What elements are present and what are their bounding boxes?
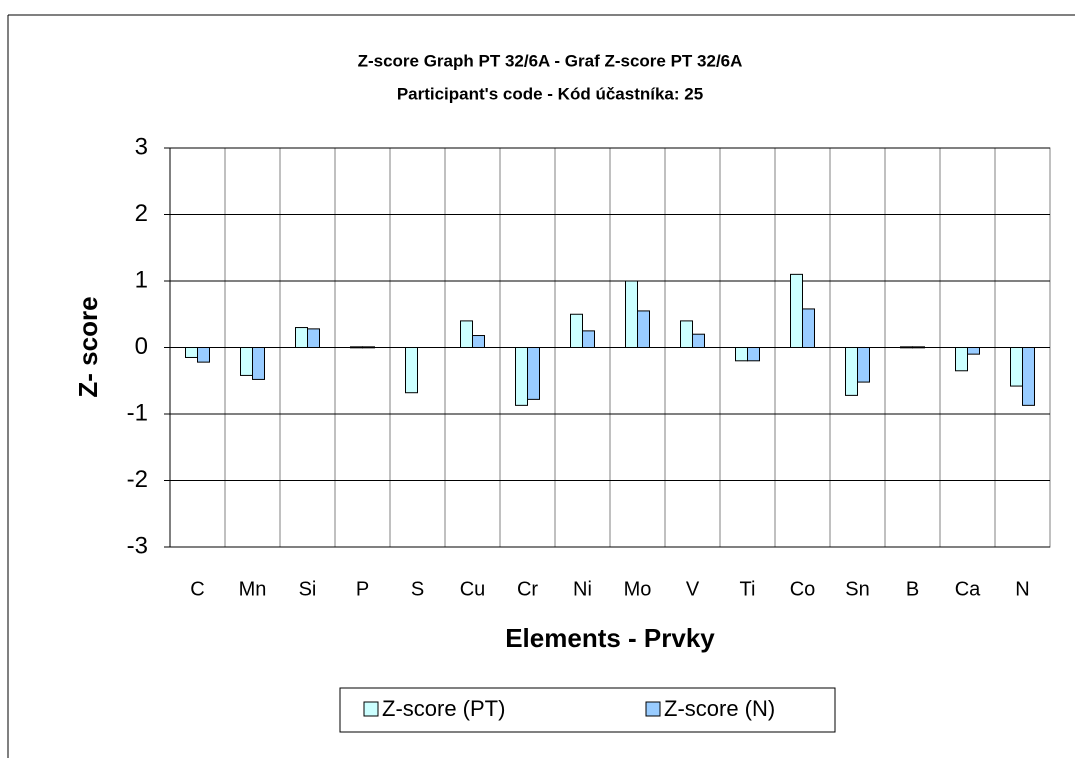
y-tick-label: -3	[127, 532, 148, 559]
bar	[350, 346, 363, 349]
bar	[252, 347, 265, 380]
bar	[735, 347, 748, 362]
bar	[900, 346, 913, 349]
x-tick-label: Co	[790, 578, 816, 600]
legend-swatch	[363, 701, 379, 717]
x-tick-label: P	[356, 578, 369, 600]
x-tick-label: Mo	[624, 578, 652, 600]
bar	[197, 347, 210, 363]
legend-label: Z-score (PT)	[382, 696, 505, 721]
y-tick-label: 2	[135, 200, 148, 227]
bar	[955, 347, 968, 372]
x-tick-label: Cu	[460, 578, 486, 600]
bar	[1022, 347, 1035, 406]
x-tick-label: Ti	[740, 578, 756, 600]
bar	[240, 347, 253, 376]
bar	[637, 310, 650, 348]
legend-label: Z-score (N)	[664, 696, 775, 721]
bar	[845, 347, 858, 396]
bar	[515, 347, 528, 406]
y-tick-label: -2	[127, 466, 148, 493]
bar	[460, 320, 473, 348]
x-tick-label: Ca	[955, 578, 981, 600]
legend-box	[339, 687, 836, 733]
x-tick-label: Si	[299, 578, 317, 600]
x-tick-label: Mn	[239, 578, 267, 600]
x-axis-title: Elements - Prvky	[505, 623, 715, 653]
x-tick-label: C	[190, 578, 204, 600]
bar	[405, 347, 418, 394]
x-tick-label: V	[686, 578, 700, 600]
y-tick-label: 3	[135, 133, 148, 160]
bar	[472, 335, 485, 348]
y-tick-label: 1	[135, 266, 148, 293]
x-tick-label: Sn	[845, 578, 869, 600]
bar	[295, 327, 308, 348]
bar	[185, 347, 198, 358]
x-tick-label: B	[906, 578, 919, 600]
y-tick-label: -1	[127, 399, 148, 426]
bar	[802, 308, 815, 348]
y-tick-label: 0	[135, 333, 148, 360]
bar	[582, 330, 595, 348]
bar	[307, 328, 320, 349]
bar	[857, 347, 870, 383]
x-tick-label: N	[1015, 578, 1029, 600]
bar	[625, 280, 638, 348]
chart-title: Z-score Graph PT 32/6A - Graf Z-score PT…	[358, 51, 743, 70]
legend-swatch	[645, 701, 661, 717]
bar	[790, 273, 803, 349]
x-tick-label: Cr	[517, 578, 538, 600]
x-tick-label: Ni	[573, 578, 592, 600]
bar	[747, 347, 760, 362]
bar	[570, 313, 583, 348]
chart-subtitle: Participant's code - Kód účastníka: 25	[397, 84, 703, 103]
bar	[967, 347, 980, 355]
x-tick-label: S	[411, 578, 424, 600]
bar	[1010, 347, 1023, 387]
bar	[912, 346, 925, 349]
bar	[692, 333, 705, 349]
y-axis-title: Z- score	[73, 296, 103, 397]
bar	[527, 347, 540, 400]
bar	[362, 346, 375, 349]
bar	[680, 320, 693, 348]
